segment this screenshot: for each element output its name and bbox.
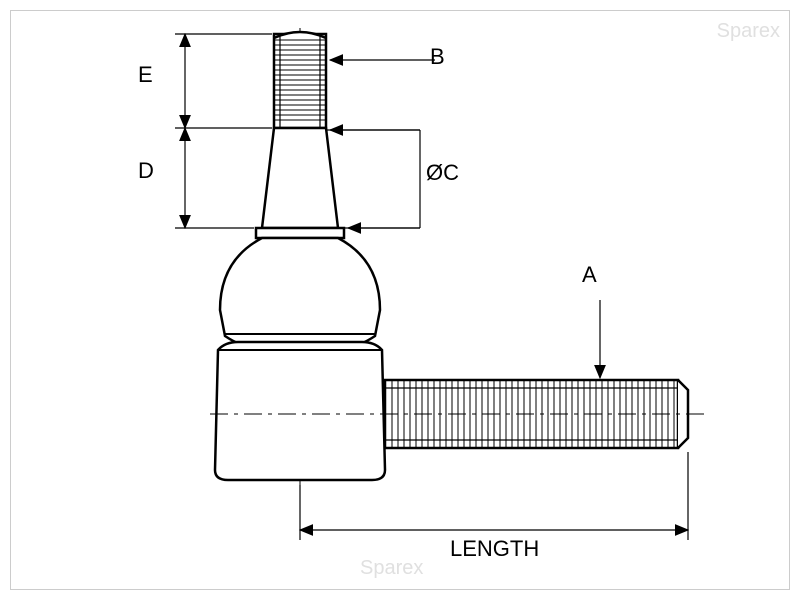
label-e: E bbox=[138, 62, 153, 88]
dim-e bbox=[175, 34, 272, 128]
label-c: ØC bbox=[426, 160, 459, 186]
dim-c-arrow bbox=[326, 130, 420, 228]
label-a: A bbox=[582, 262, 597, 288]
label-d: D bbox=[138, 158, 154, 184]
body-lower bbox=[215, 342, 385, 480]
diagram-svg bbox=[10, 10, 790, 590]
body-upper bbox=[220, 238, 380, 346]
label-length: LENGTH bbox=[450, 536, 539, 562]
top-thread bbox=[274, 32, 326, 128]
taper-neck bbox=[262, 128, 338, 228]
label-b: B bbox=[430, 44, 445, 70]
dim-d bbox=[175, 128, 254, 228]
collar bbox=[256, 228, 344, 238]
